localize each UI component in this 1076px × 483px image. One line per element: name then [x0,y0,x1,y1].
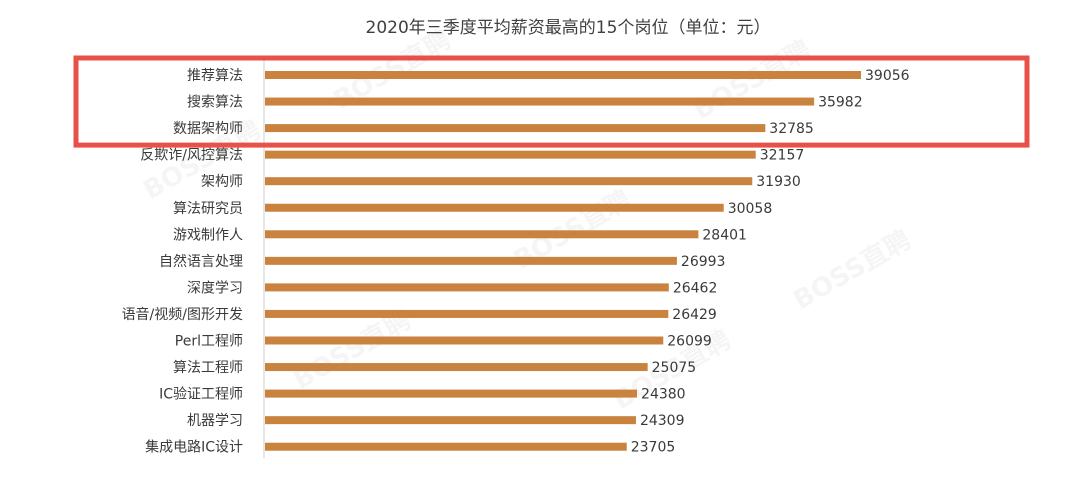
bar [265,256,677,265]
value-label: 30058 [728,201,773,217]
bar [265,363,648,372]
category-label: 游戏制作人 [173,227,243,243]
watermark-text: BOSS直聘 [689,35,817,126]
watermark-layer: BOSS直聘BOSS直聘BOSS直聘BOSS直聘BOSS直聘BOSS直聘BOSS… [139,25,917,416]
value-label: 28401 [702,227,747,243]
bar [265,283,669,292]
bars-group: 推荐算法 39056 搜索算法 35982 数据架构师 32785 反欺诈/风控算法 3215… [122,68,910,456]
value-label: 32785 [769,121,814,137]
bar [265,177,753,186]
category-label: 机器学习 [187,413,243,429]
category-label: IC验证工程师 [159,387,243,403]
value-label: 31930 [756,174,801,190]
value-label: 26462 [673,280,718,296]
bar [265,309,669,318]
value-label: 35982 [818,95,863,111]
category-label: 深度学习 [187,280,243,296]
watermark-text: BOSS直聘 [789,225,917,316]
category-label: 推荐算法 [187,68,243,84]
category-label: 数据架构师 [173,121,243,137]
value-label: 26993 [681,254,726,270]
chart-title: 2020年三季度平均薪资最高的15个岗位（单位：元） [366,18,771,38]
category-label: 反欺诈/风控算法 [140,148,243,164]
bar [265,71,861,79]
value-label: 26099 [667,334,712,350]
value-label: 23705 [631,440,676,456]
value-label: 24380 [641,387,686,403]
bar [265,203,724,212]
value-label: 24309 [640,413,685,429]
watermark-text: BOSS直聘 [289,305,417,396]
category-label: 语音/视频/图形开发 [122,306,243,323]
bar [265,416,636,425]
value-label: 39056 [865,68,910,84]
bar [265,230,699,239]
category-label: 搜索算法 [187,94,243,111]
bar [265,97,815,106]
bar [265,124,766,133]
category-label: 集成电路IC设计 [145,439,243,456]
category-label: 算法工程师 [173,360,243,376]
value-label: 26429 [672,307,717,323]
bar [265,336,664,345]
bar [265,150,756,159]
bar [265,389,638,398]
value-label: 25075 [652,360,697,376]
category-label: 算法研究员 [173,201,243,217]
value-label: 32157 [760,148,805,164]
category-label: 架构师 [201,174,243,190]
highlight-box [73,55,1030,148]
category-label: Perl工程师 [175,334,243,350]
category-label: 自然语言处理 [159,253,243,270]
bar [265,442,627,451]
